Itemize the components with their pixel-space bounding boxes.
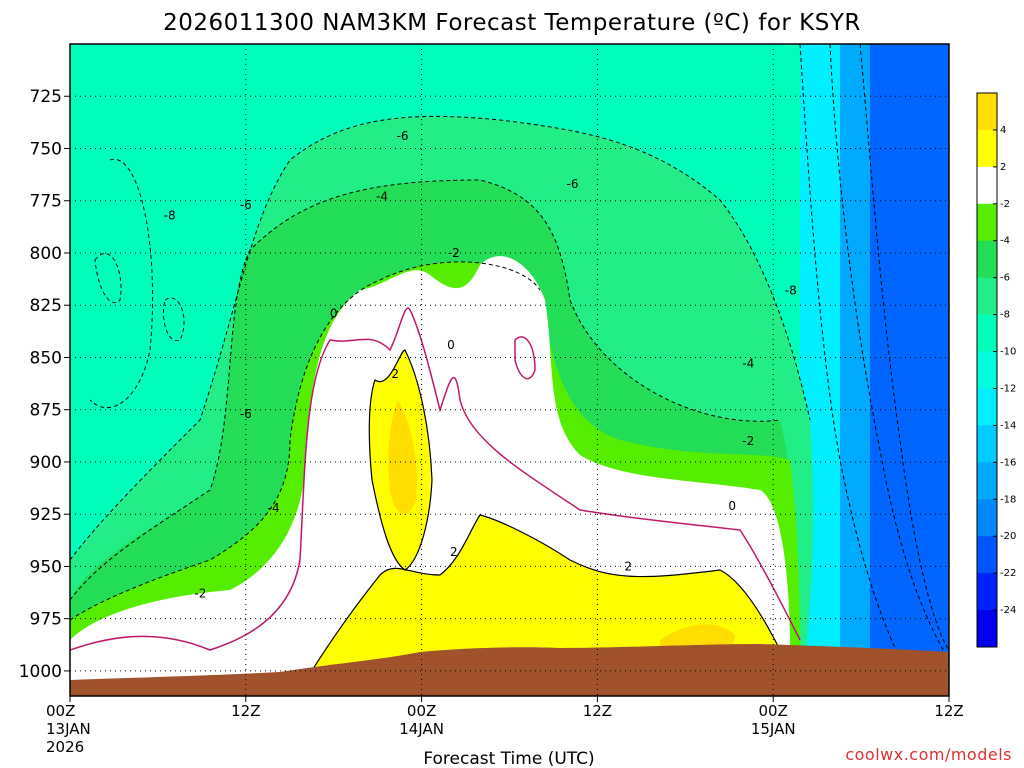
colorbar-label: -14: [1000, 420, 1016, 431]
colorbar-swatch: [977, 536, 997, 574]
band-minus22: [870, 44, 949, 696]
negative-contours: [70, 44, 949, 681]
two-contour-plume: [368, 349, 433, 571]
colorbar-label: 2: [1000, 162, 1006, 173]
terrain-fill: [70, 644, 949, 696]
x-axis-label: Forecast Time (UTC): [423, 749, 594, 768]
region-warm-pocket-1: [388, 400, 417, 514]
contour-label: -6: [567, 177, 579, 191]
plot-frame: [69, 43, 950, 697]
x-tick-label-date: 14JAN: [399, 720, 444, 738]
x-tick-label-time: 12Z: [583, 702, 612, 720]
y-tick-label: 875: [30, 401, 62, 421]
colorbar-swatch: [977, 610, 997, 648]
x-tick-label-year: 2026: [46, 738, 84, 756]
colorbar-swatch: [977, 499, 997, 537]
y-tick-label: 925: [30, 505, 62, 525]
colorbar-label: -8: [1000, 310, 1010, 321]
contour-label: -8: [785, 284, 797, 298]
contour-label: -4: [268, 501, 280, 515]
colorbar-swatch: [977, 462, 997, 500]
contour-label: 2: [624, 559, 632, 573]
zero-contour-loop: [514, 336, 536, 380]
x-tick-label-time: 12Z: [934, 702, 963, 720]
zero-contour: [70, 307, 801, 651]
colorbar-label: -18: [1000, 494, 1016, 505]
contour-label: -8: [164, 208, 176, 222]
x-tick-label-time: 00Z: [46, 702, 75, 720]
contour-labels: -8 -6 -6 -4 -6 -8 -6 -4 -2 -2 0 0 2 2 2 0 -4 -2: [164, 129, 797, 601]
contour-label: -2: [448, 246, 460, 260]
colorbar-label: -10: [1000, 347, 1016, 358]
y-tick-label: 1000: [19, 662, 62, 682]
colorbar-swatch: [977, 166, 997, 205]
contour-label: -4: [742, 357, 754, 371]
x-tick-label-date: 13JAN: [46, 720, 91, 738]
colorbar-swatch: [977, 277, 997, 316]
grid: [70, 44, 949, 696]
contour-label: -2: [194, 587, 206, 601]
y-tick-label: 750: [30, 139, 62, 159]
contour-label: -2: [742, 434, 754, 448]
y-tick-label: 975: [30, 610, 62, 630]
colorbar: 4 2 -2 -4 -6 -8 -10 -12 -14 -16 -18 -20 -22 -24: [976, 92, 1016, 648]
colorbar-swatch: [977, 314, 997, 353]
contour-label: 0: [728, 499, 736, 513]
colorbar-label: -6: [1000, 273, 1010, 284]
colorbar-swatch: [977, 203, 997, 242]
colorbar-label: -24: [1000, 605, 1016, 616]
y-tick-label: 950: [30, 557, 62, 577]
colorbar-label: -22: [1000, 568, 1016, 579]
colorbar-label: 4: [1000, 125, 1006, 136]
colorbar-label: -4: [1000, 236, 1010, 247]
contour-label: 0: [447, 338, 455, 352]
y-axis: 725 750 775 800 825 850 875 900 925 950 975 1000: [19, 87, 70, 682]
two-contour-low: [299, 514, 781, 691]
contour-label: 0: [330, 307, 338, 321]
contour-label: -4: [376, 190, 388, 204]
contour-label: -6: [397, 129, 409, 143]
x-tick-label-date: 15JAN: [751, 720, 796, 738]
colorbar-swatch: [977, 129, 997, 168]
x-tick-label-time: 00Z: [407, 702, 436, 720]
contour-label: -6: [240, 407, 252, 421]
y-tick-label: 825: [30, 296, 62, 316]
x-tick-label-time: 00Z: [759, 702, 788, 720]
colorbar-label: -20: [1000, 531, 1016, 542]
y-tick-label: 800: [30, 244, 62, 264]
plot-area: -8 -6 -6 -4 -6 -8 -6 -4 -2 -2 0 0 2 2 2 0 -4 -2: [69, 43, 950, 697]
colorbar-label: -12: [1000, 383, 1016, 394]
colorbar-swatch: [977, 425, 997, 463]
credit-text: coolwx.com/models: [845, 745, 1012, 764]
colorbar-label: -16: [1000, 457, 1016, 468]
y-tick-label: 725: [30, 87, 62, 107]
contour-label: -6: [240, 198, 252, 212]
colorbar-swatch: [977, 573, 997, 611]
colorbar-swatch: [977, 93, 997, 131]
contour-label: 2: [450, 545, 458, 559]
colorbar-swatch: [977, 388, 997, 426]
y-tick-label: 850: [30, 348, 62, 368]
contour-label: 2: [391, 367, 399, 381]
x-tick-label-time: 12Z: [231, 702, 260, 720]
y-tick-label: 900: [30, 453, 62, 473]
chart-title: 2026011300 NAM3KM Forecast Temperature (…: [163, 10, 861, 36]
colorbar-swatch: [977, 351, 997, 389]
colorbar-swatch: [977, 240, 997, 279]
colorbar-frame: [976, 92, 998, 648]
colorbar-label: -2: [1000, 199, 1010, 210]
y-tick-label: 775: [30, 192, 62, 212]
